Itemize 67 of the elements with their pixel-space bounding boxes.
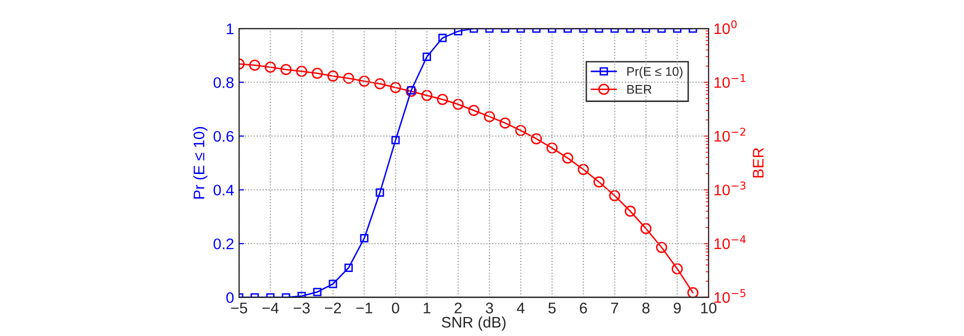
point xyxy=(593,176,605,188)
x-tick-label: 5 xyxy=(548,302,556,314)
point xyxy=(500,117,511,129)
x-tick-label: −2 xyxy=(325,302,341,314)
x-axis-title: SNR (dB) xyxy=(442,316,506,331)
point xyxy=(530,133,542,144)
y-tick-label: 0.8 xyxy=(214,77,234,88)
x-tick-label: −4 xyxy=(262,302,279,314)
point xyxy=(298,292,306,298)
x-tick-label: 1 xyxy=(424,302,430,314)
point xyxy=(327,70,339,82)
point xyxy=(264,62,276,73)
y-tick-label: 1 xyxy=(226,24,234,34)
y2-tick-label: 10$^{−1}$ xyxy=(714,74,746,88)
point xyxy=(358,76,370,87)
y2-tick-label: 10$^{−4}$ xyxy=(714,235,746,250)
y2-tick-label: 10$^{0}$ xyxy=(714,20,737,34)
y-tick-label: 0.2 xyxy=(214,238,234,250)
x-tick-label: 9 xyxy=(674,302,681,314)
point xyxy=(687,287,698,298)
point xyxy=(452,98,464,110)
point xyxy=(374,78,386,90)
x-tick-label: 8 xyxy=(642,302,650,314)
legend-label: Pr(E ≤ 10) xyxy=(627,66,682,78)
point xyxy=(344,264,353,272)
point xyxy=(578,164,589,175)
x-tick-label: 3 xyxy=(486,302,494,314)
point xyxy=(343,72,354,84)
point xyxy=(360,234,368,242)
point xyxy=(624,206,636,217)
x-tick-label: 6 xyxy=(580,302,587,314)
point xyxy=(640,223,652,234)
y2-tick-label: 10$^{−2}$ xyxy=(714,128,746,142)
x-tick-label: 0 xyxy=(392,302,400,314)
point xyxy=(249,60,260,71)
point xyxy=(515,124,526,136)
point xyxy=(562,152,574,164)
point xyxy=(391,136,400,144)
x-tick-label: 10 xyxy=(701,302,716,314)
y2-tick-label: 10$^{−5}$ xyxy=(714,289,746,303)
point xyxy=(454,28,462,36)
x-tick-label: 4 xyxy=(516,302,525,314)
legend-label: BER xyxy=(627,85,652,94)
point xyxy=(546,142,558,154)
point xyxy=(280,64,292,76)
point xyxy=(484,111,496,122)
y-tick-label: 0.6 xyxy=(214,130,234,142)
point xyxy=(468,104,480,116)
point xyxy=(390,82,402,94)
point xyxy=(609,190,620,202)
x-tick-label: −3 xyxy=(294,302,310,314)
point xyxy=(436,94,448,106)
point xyxy=(296,66,308,77)
x-tick-label: 2 xyxy=(454,302,462,314)
point xyxy=(672,263,683,274)
y-tick-label: 0 xyxy=(226,292,234,304)
point xyxy=(421,90,432,101)
x-tick-label: −5 xyxy=(231,302,248,314)
y-tick-label: 0.4 xyxy=(214,184,234,196)
point xyxy=(312,68,323,79)
y2-tick-label: 10$^{−3}$ xyxy=(714,181,746,196)
y-axis-title: Pr (E ≤ 10) xyxy=(193,127,208,199)
point xyxy=(656,242,668,253)
point xyxy=(376,188,384,197)
x-tick-label: 7 xyxy=(611,302,618,314)
y2-axis-title: BER xyxy=(752,148,764,178)
x-tick-label: −1 xyxy=(356,302,372,314)
